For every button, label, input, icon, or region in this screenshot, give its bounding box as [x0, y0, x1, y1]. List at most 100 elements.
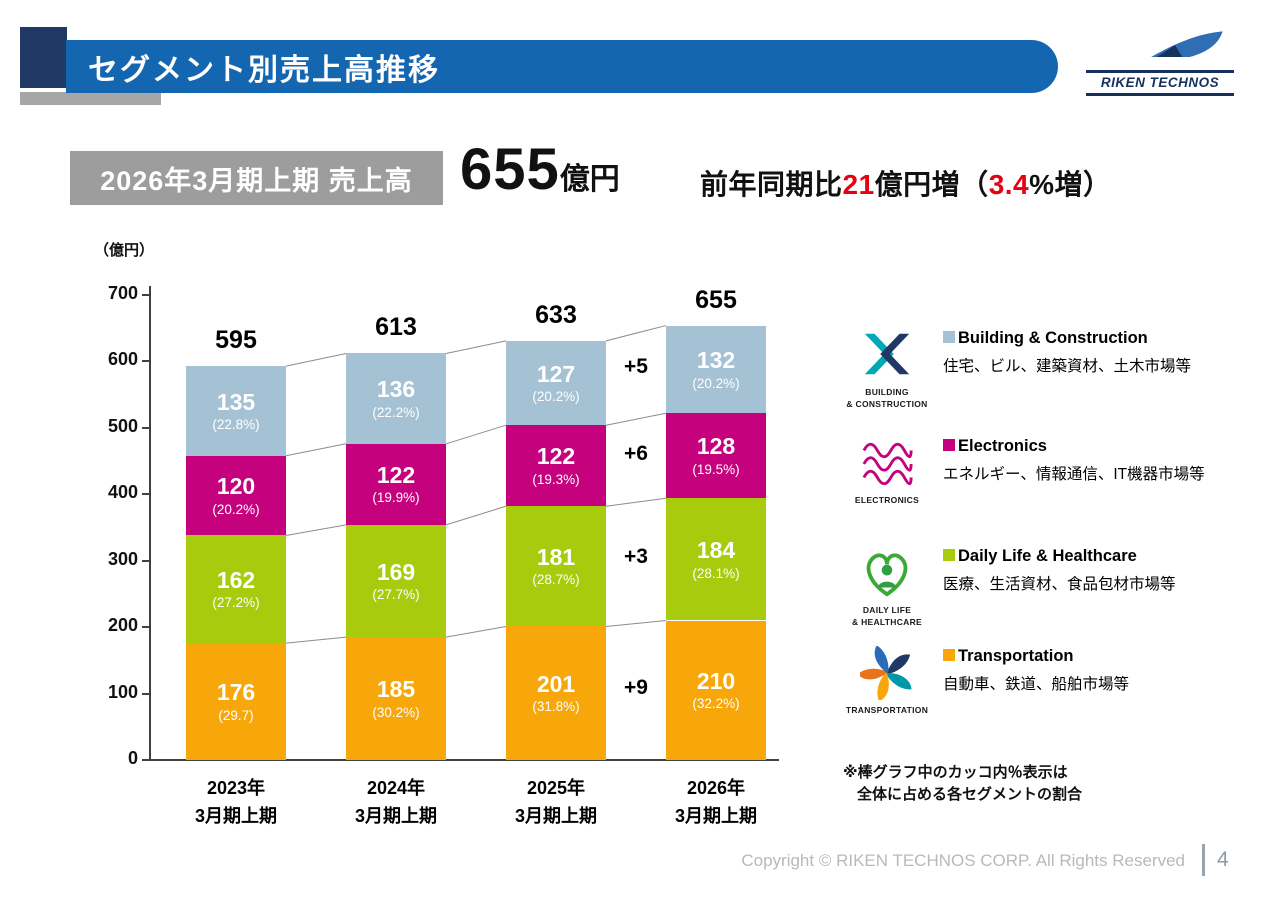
page-number: 4	[1202, 844, 1229, 876]
segment-value-label: 169	[376, 558, 416, 585]
legend-name-row: Electronics	[943, 436, 1225, 457]
daily-life-healthcare-icon: DAILY LIFE & HEALTHCARE	[845, 546, 929, 629]
bar-segment-transportation: 210 (32.2%)	[666, 620, 766, 760]
y-tick-label: 700	[107, 283, 138, 303]
header-accent-gray	[20, 92, 161, 105]
legend-desc: 自動車、鉄道、船舶市場等	[943, 676, 1130, 694]
yoy-delta-label: +6	[624, 441, 648, 465]
x-axis-label: 2023年 3月期上期	[194, 778, 277, 826]
company-logo: RIKEN TECHNOS	[1086, 28, 1234, 96]
segment-value-label: 184	[696, 537, 736, 564]
legend-name: Building & Construction	[958, 329, 1148, 347]
footnote: ※棒グラフ中のカッコ内％表示は 全体に占める各セグメントの割合	[843, 762, 1082, 806]
y-axis-line	[149, 286, 151, 760]
legend-name-row: Daily Life & Healthcare	[943, 546, 1225, 567]
electronics-icon: ELECTRONICS	[845, 436, 929, 507]
segment-share-label: (19.9%)	[372, 490, 420, 506]
segment-value-label: 176	[216, 679, 256, 706]
y-tick-label: 600	[107, 349, 138, 370]
bar-segment-building-construction: 135 (22.8%)	[186, 366, 286, 456]
segment-value-label: 120	[216, 473, 256, 500]
bar-segment-building-construction: 136 (22.2%)	[346, 353, 446, 444]
segment-value-label: 122	[376, 462, 416, 488]
bar-total-label: 613	[375, 313, 417, 342]
summary-value: 655億円	[460, 136, 620, 203]
y-tick-mark	[142, 692, 149, 695]
segment-share-label: (27.7%)	[372, 587, 420, 603]
legend-name: Transportation	[958, 647, 1074, 665]
comparison-suffix: %増）	[1029, 169, 1112, 200]
segment-share-label: (27.2%)	[212, 595, 260, 611]
yoy-delta-label: +9	[624, 676, 648, 700]
bar-segment-transportation: 176 (29.7)	[186, 643, 286, 760]
legend-desc: 医療、生活資材、食品包材市場等	[943, 576, 1176, 594]
legend-name-row: Building & Construction	[943, 328, 1225, 349]
comparison-value: 21	[842, 169, 875, 200]
bar-segment-daily-life-healthcare: 169 (27.7%)	[346, 524, 446, 638]
y-tick-mark	[142, 626, 149, 629]
segment-share-label: (31.8%)	[532, 699, 580, 715]
legend-desc: エネルギー、情報通信、IT機器市場等	[943, 466, 1205, 484]
summary-comparison: 前年同期比21億円増（3.4%増）	[700, 163, 1112, 203]
legend-name: Electronics	[958, 437, 1047, 455]
summary-unit: 億円	[559, 163, 620, 196]
legend-text: Electronics エネルギー、情報通信、IT機器市場等	[943, 436, 1225, 507]
segment-value-label: 181	[536, 544, 576, 571]
y-tick-mark	[142, 426, 149, 429]
y-tick-label: 200	[107, 615, 138, 636]
bar-total-label: 595	[215, 326, 257, 355]
comparison-pct: 3.4	[988, 169, 1030, 200]
segment-share-label: (19.3%)	[532, 471, 580, 487]
legend-item: BUILDING & CONSTRUCTION Building & Constr…	[845, 328, 1245, 411]
segment-share-label: (28.7%)	[532, 572, 580, 588]
header-accent-navy	[20, 27, 67, 88]
bar-segment-daily-life-healthcare: 181 (28.7%)	[506, 506, 606, 627]
transportation-icon: TRANSPORTATION	[845, 645, 929, 717]
comparison-prefix: 前年同期比	[700, 169, 843, 200]
summary-amount: 655	[460, 137, 560, 202]
bar-segment-building-construction: 132 (20.2%)	[666, 325, 766, 414]
y-tick-mark	[142, 360, 149, 363]
segment-value-label: 210	[696, 667, 736, 694]
page-title: セグメント別売上高推移	[88, 53, 440, 87]
legend-item: TRANSPORTATION Transportation 自動車、鉄道、船舶市場等	[845, 645, 1245, 717]
segment-value-label: 162	[216, 566, 256, 593]
comparison-mid: 億円増（	[874, 169, 989, 200]
segment-share-label: (20.2%)	[692, 375, 740, 391]
y-axis-unit-label: （億円）	[94, 242, 155, 259]
legend-item: DAILY LIFE & HEALTHCARE Daily Life & Heal…	[845, 546, 1245, 629]
bar-segment-daily-life-healthcare: 162 (27.2%)	[186, 535, 286, 644]
segment-value-label: 122	[536, 443, 576, 470]
legend-text: Daily Life & Healthcare 医療、生活資材、食品包材市場等	[943, 546, 1225, 629]
segment-share-label: (20.2%)	[532, 389, 580, 405]
x-axis-label: 2024年 3月期上期	[354, 778, 437, 826]
bar-segment-transportation: 201 (31.8%)	[506, 626, 606, 760]
legend-marker	[943, 549, 955, 561]
bar-segment-electronics: 122 (19.9%)	[346, 443, 446, 525]
segment-value-label: 201	[536, 670, 576, 697]
segment-value-label: 185	[376, 676, 416, 703]
y-tick-mark	[142, 493, 149, 496]
summary-label: 2026年3月期上期 売上高	[70, 151, 443, 205]
legend-marker	[943, 439, 955, 451]
y-tick-label: 100	[107, 681, 138, 702]
legend-name: Daily Life & Healthcare	[958, 547, 1137, 565]
legend-icon-caption: DAILY LIFE & HEALTHCARE	[851, 605, 923, 627]
legend-item: ELECTRONICS Electronics エネルギー、情報通信、IT機器市場等	[845, 436, 1245, 507]
segment-value-label: 132	[696, 347, 736, 374]
legend-icon-caption: TRANSPORTATION	[845, 705, 929, 715]
logo-brand-text: RIKEN TECHNOS	[1086, 70, 1234, 96]
bar-segment-building-construction: 127 (20.2%)	[506, 340, 606, 426]
legend-marker	[943, 649, 955, 661]
y-tick-label: 400	[107, 482, 138, 503]
segment-share-label: (29.7)	[218, 707, 254, 723]
segment-value-label: 127	[536, 360, 576, 387]
x-axis-label: 2025年 3月期上期	[514, 778, 597, 826]
segment-share-label: (30.2%)	[372, 704, 420, 720]
bar-total-label: 655	[695, 285, 737, 314]
header-banner: セグメント別売上高推移	[66, 40, 1058, 93]
footnote-line2: 全体に占める各セグメントの割合	[857, 786, 1083, 803]
